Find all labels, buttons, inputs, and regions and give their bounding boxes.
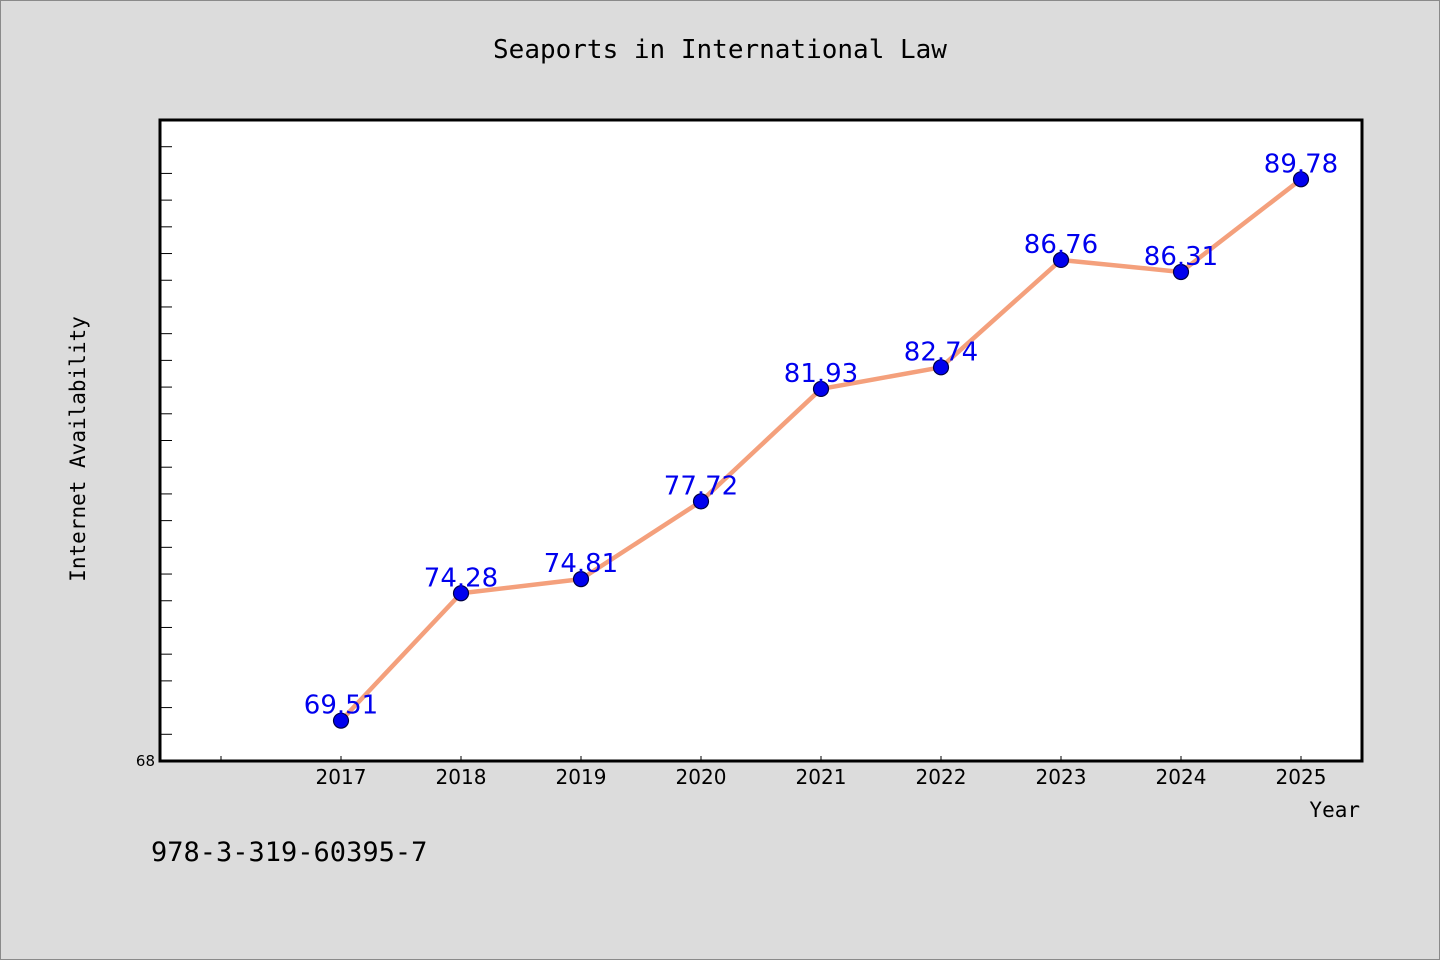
data-label: 82.74 xyxy=(904,337,978,367)
isbn-code: 978-3-319-60395-7 xyxy=(151,837,428,868)
x-tick-label: 2022 xyxy=(916,765,967,789)
data-label: 77.72 xyxy=(664,471,738,501)
data-labels: 69.51 74.28 74.81 77.72 81.93 82.74 86.76 86.31… xyxy=(304,149,1338,720)
x-tick-label: 2023 xyxy=(1036,765,1087,789)
x-axis-label: Year xyxy=(1309,798,1360,822)
y-tick-label: 68 xyxy=(136,752,155,770)
data-point xyxy=(1172,263,1190,281)
data-label: 86.31 xyxy=(1144,242,1218,272)
x-tick-label: 2020 xyxy=(676,765,727,789)
data-point xyxy=(1052,251,1070,269)
data-label: 86.76 xyxy=(1024,230,1098,260)
data-point xyxy=(692,493,710,510)
x-tick-label: 2025 xyxy=(1276,765,1327,789)
x-tick-label: 2019 xyxy=(556,765,607,789)
x-tick-label: 2024 xyxy=(1156,765,1207,789)
x-tick-label: 2017 xyxy=(316,765,367,789)
data-label: 69.51 xyxy=(304,691,378,721)
x-tick-label: 2018 xyxy=(436,765,487,789)
data-label: 81.93 xyxy=(784,359,858,389)
data-point xyxy=(1292,171,1310,188)
chart-title: Seaports in International Law xyxy=(493,35,947,65)
data-label: 74.81 xyxy=(544,549,618,579)
y-axis-ticks: 68 xyxy=(136,146,172,770)
data-label: 74.28 xyxy=(424,563,498,593)
x-axis-ticks: 2017 2018 2019 2020 2021 2022 2023 2024 2025 xyxy=(220,756,1327,789)
series-group xyxy=(332,171,1310,729)
data-point xyxy=(932,359,950,376)
data-point xyxy=(332,712,350,729)
data-point xyxy=(812,380,830,398)
x-tick-label: 2021 xyxy=(796,765,847,789)
plot-area xyxy=(158,118,1364,763)
y-axis-label: Internet Availability xyxy=(66,316,90,582)
data-point xyxy=(572,571,590,588)
data-point xyxy=(452,585,470,602)
data-label: 89.78 xyxy=(1264,149,1338,179)
